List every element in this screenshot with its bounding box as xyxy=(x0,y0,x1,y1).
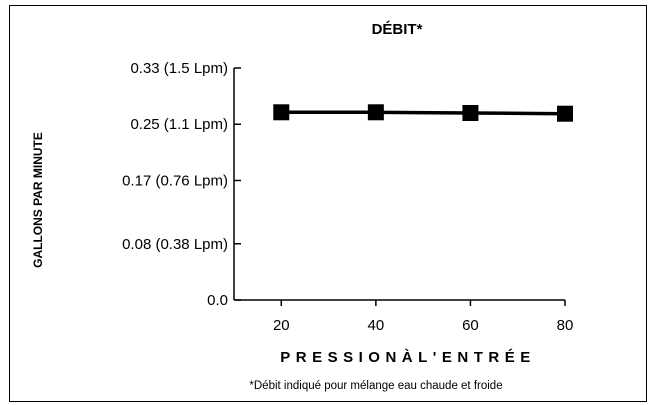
x-axis-label: PRESSIONÀL'ENTRÉE xyxy=(280,349,535,366)
data-point-marker xyxy=(273,104,290,121)
y-tick-label: 0.17 (0.76 Lpm) xyxy=(122,172,228,189)
series-line xyxy=(281,110,566,116)
data-point-marker xyxy=(557,105,573,122)
data-point-marker xyxy=(367,104,384,121)
y-axis-label: GALLONS PAR MINUTE xyxy=(31,132,45,268)
x-tick-label: 20 xyxy=(273,317,290,334)
chart-frame xyxy=(9,5,647,402)
y-tick-label: 0.08 (0.38 Lpm) xyxy=(122,236,228,253)
y-tick-label: 0.25 (1.1 Lpm) xyxy=(130,116,228,133)
data-point-marker xyxy=(462,104,479,121)
footnote: *Débit indiqué pour mélange eau chaude e… xyxy=(249,380,502,392)
y-tick-label: 0.0 xyxy=(207,292,228,309)
chart-title: DÉBIT* xyxy=(372,21,423,38)
x-tick-label: 40 xyxy=(368,317,385,334)
x-tick-label: 80 xyxy=(557,317,574,334)
x-tick-label: 60 xyxy=(462,317,479,334)
y-tick-label: 0.33 (1.5 Lpm) xyxy=(130,60,228,77)
